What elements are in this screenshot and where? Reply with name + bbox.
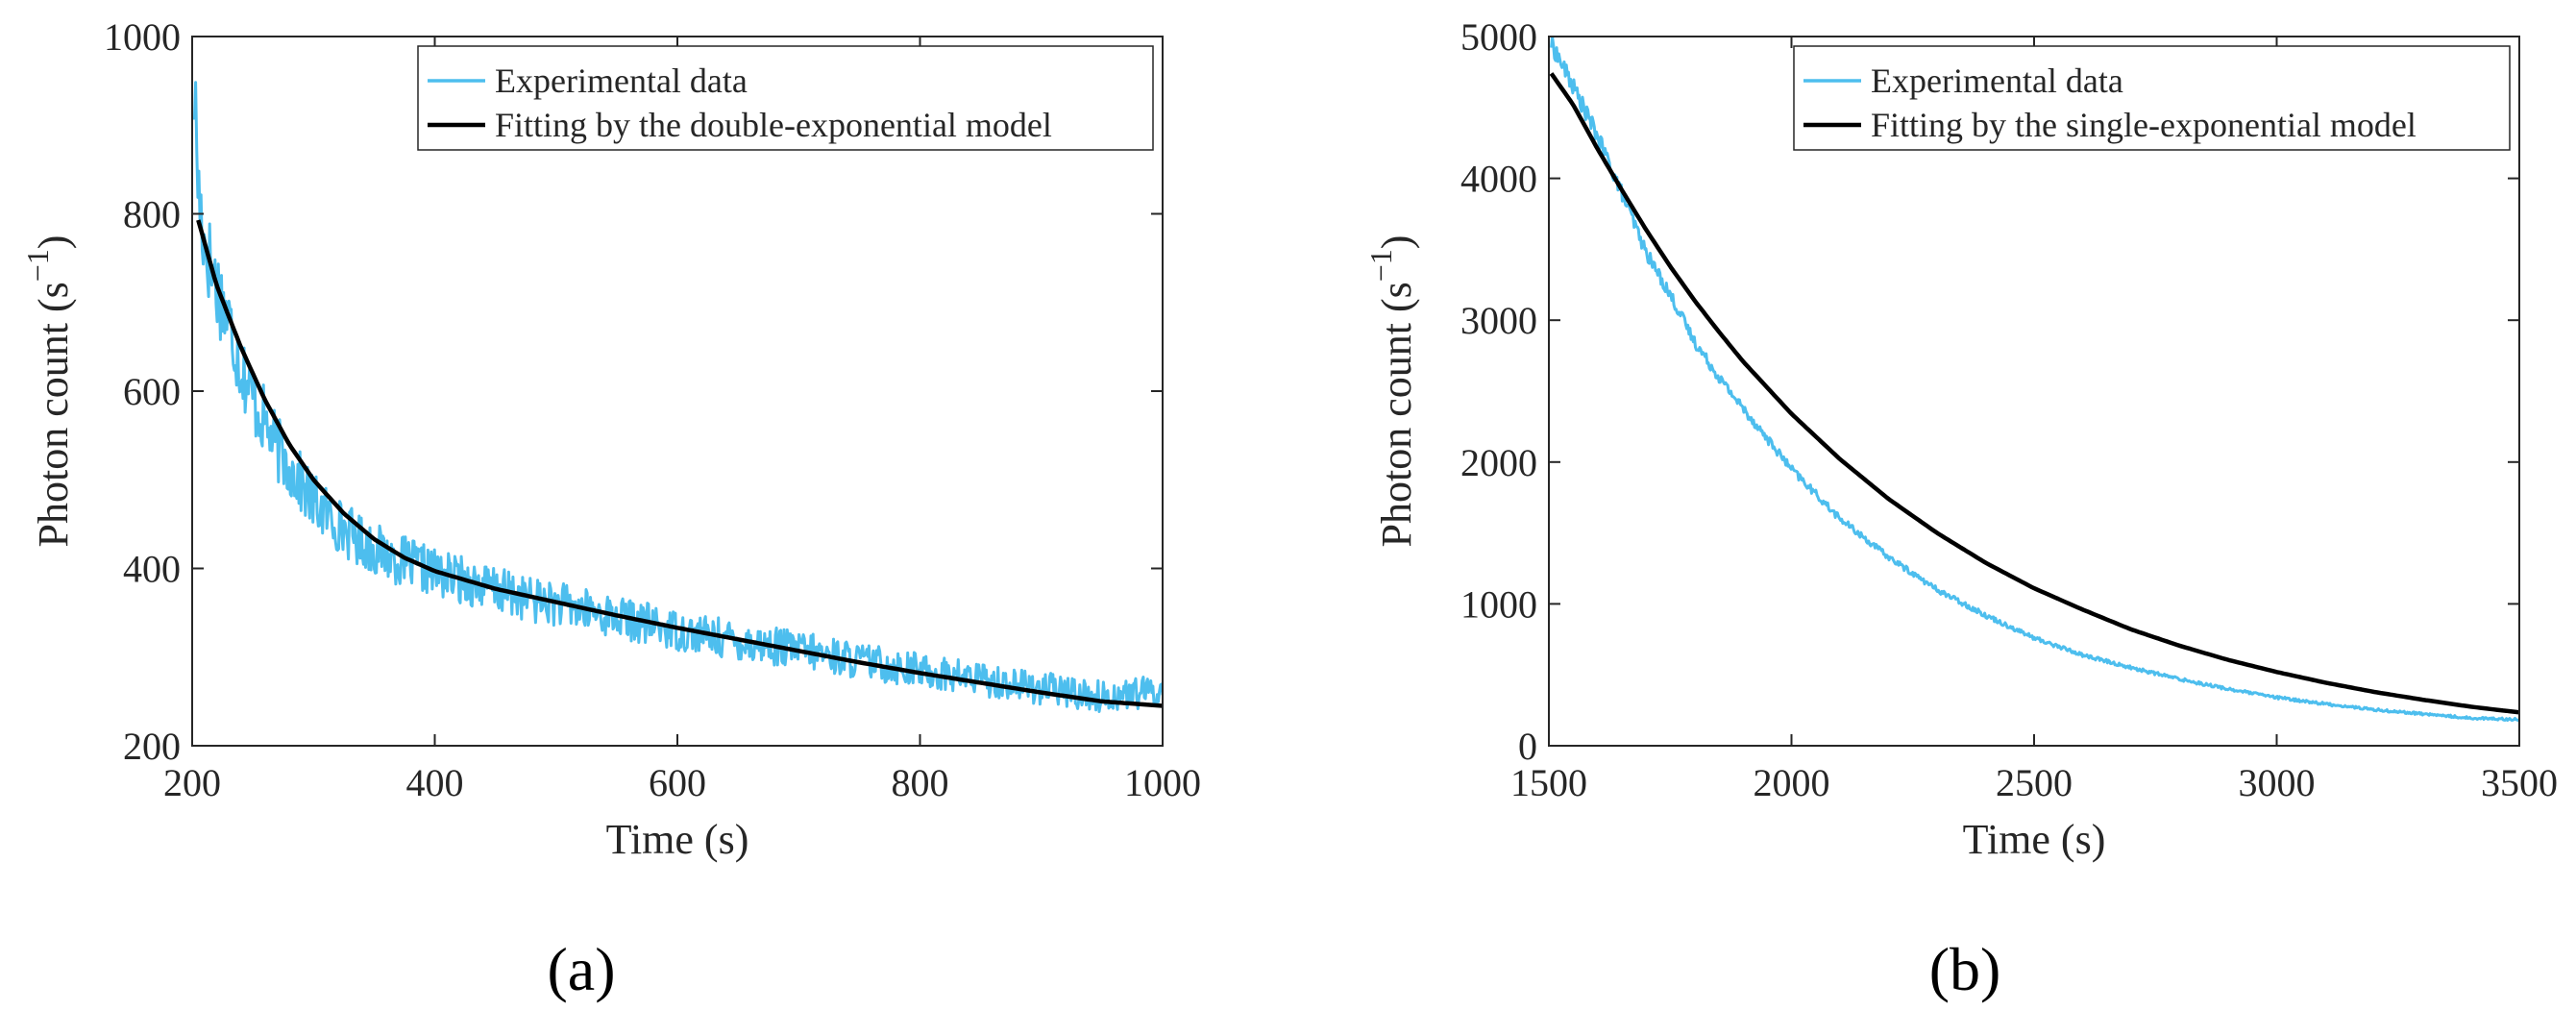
x-tick-label: 400	[406, 761, 464, 804]
y-tick-label: 200	[123, 725, 181, 768]
panel-label: (b)	[1929, 935, 2001, 1003]
y-axis-label-main: Photon count (s	[30, 282, 77, 547]
legend-entry-label: Experimental data	[495, 62, 748, 100]
series-experimental-line	[1550, 37, 2519, 723]
y-tick-label: 400	[123, 548, 181, 591]
y-tick-label: 800	[123, 193, 181, 236]
y-axis-label-close: )	[30, 235, 77, 250]
y-tick-label: 5000	[1460, 15, 1537, 59]
y-axis-label-main: Photon count (s	[1373, 282, 1420, 547]
y-tick-label: 1000	[104, 15, 181, 59]
x-tick-label: 1500	[1510, 761, 1587, 804]
y-tick-label: 2000	[1460, 441, 1537, 484]
x-tick-label: 2000	[1754, 761, 1830, 804]
y-axis-label: Photon count (s−1)	[20, 235, 77, 548]
chart-panel-b: 1500 2000 2500 3000 3500 0 1000 2000 3000 4000 500…	[1363, 15, 2558, 1003]
x-tick-label: 3500	[2481, 761, 2558, 804]
panel-label: (a)	[547, 935, 615, 1003]
x-tick-label: 3000	[2239, 761, 2316, 804]
legend-box	[417, 45, 1154, 151]
x-tick-label: 200	[163, 761, 221, 804]
y-axis-label: Photon count (s−1)	[1363, 235, 1420, 548]
y-axis-label-superscript: −1	[20, 249, 55, 282]
series-fit-line	[1549, 72, 2519, 715]
y-axis-label-superscript: −1	[1363, 249, 1398, 282]
x-axis-label: Time (s)	[1963, 816, 2106, 863]
legend-box	[1793, 45, 2511, 151]
series-fit-line	[196, 219, 1163, 708]
y-axis-label-close: )	[1373, 235, 1420, 250]
y-tick-label: 1000	[1460, 582, 1537, 626]
y-tick-label: 3000	[1460, 299, 1537, 342]
x-tick-label: 2500	[1996, 761, 2073, 804]
y-tick-label: 0	[1518, 725, 1537, 768]
legend-entry-label: Fitting by the single-exponential model	[1871, 106, 2417, 144]
series-experimental-line	[193, 81, 1163, 713]
x-tick-label: 1000	[1124, 761, 1201, 804]
x-tick-label: 800	[892, 761, 949, 804]
x-tick-label: 600	[649, 761, 706, 804]
y-tick-label: 4000	[1460, 158, 1537, 201]
legend-entry-label: Fitting by the double-exponential model	[495, 106, 1052, 144]
x-axis-label: Time (s)	[606, 816, 749, 863]
chart-panel-a: 200 400 600 800 1000 200 400 600 800 1000 Time (s)…	[20, 15, 1201, 1003]
legend-entry-label: Experimental data	[1871, 62, 2123, 100]
y-tick-label: 600	[123, 370, 181, 413]
